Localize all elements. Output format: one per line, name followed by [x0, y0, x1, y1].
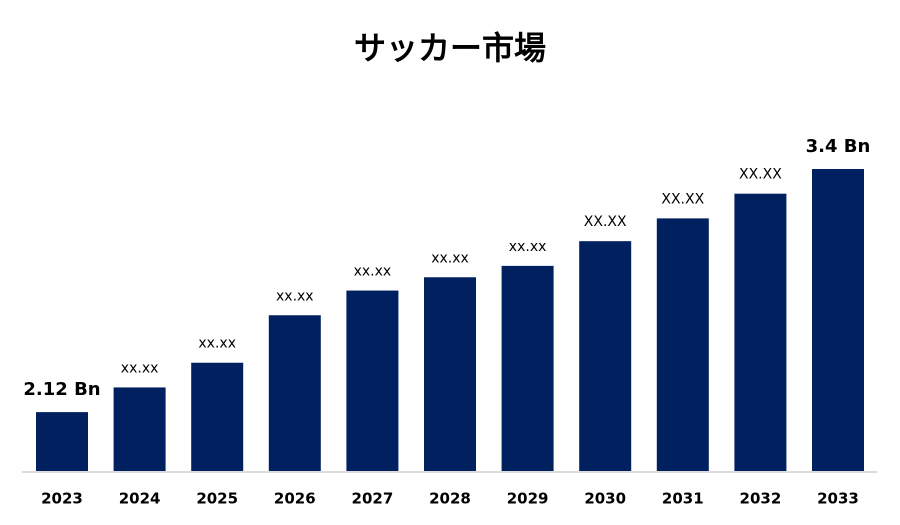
bar [579, 241, 632, 471]
bar [268, 315, 321, 471]
x-tick-label: 2033 [817, 490, 859, 508]
bar [501, 265, 554, 471]
bar [734, 193, 787, 471]
x-tick-label: 2030 [584, 490, 626, 508]
bar [191, 362, 244, 471]
x-tick-label: 2026 [274, 490, 316, 508]
value-label: XX.XX [584, 214, 627, 230]
x-tick-label: 2032 [740, 490, 782, 508]
value-label: xx.xx [276, 288, 314, 304]
x-tick-label: 2025 [196, 490, 238, 508]
x-tick-label: 2028 [429, 490, 471, 508]
x-tick-label: 2024 [119, 490, 161, 508]
bar [424, 277, 476, 471]
value-label: xx.xx [509, 239, 547, 255]
x-tick-label: 2031 [662, 490, 704, 508]
bar [656, 218, 709, 471]
value-label: xx.xx [198, 336, 236, 352]
x-tick-label: 2023 [41, 490, 83, 508]
value-label: xx.xx [354, 264, 392, 280]
value-label: 3.4 Bn [806, 136, 871, 157]
bar [812, 169, 864, 471]
x-tick-label: 2029 [507, 490, 549, 508]
bar [346, 290, 399, 471]
value-label: XX.XX [739, 167, 782, 183]
bar [36, 412, 88, 471]
value-label: xx.xx [121, 360, 159, 376]
value-label: 2.12 Bn [23, 379, 100, 400]
value-label: xx.xx [431, 250, 469, 266]
value-label: XX.XX [661, 191, 704, 207]
bar [113, 387, 166, 471]
x-tick-label: 2027 [352, 490, 394, 508]
chart-title: サッカー市場 [354, 29, 546, 67]
